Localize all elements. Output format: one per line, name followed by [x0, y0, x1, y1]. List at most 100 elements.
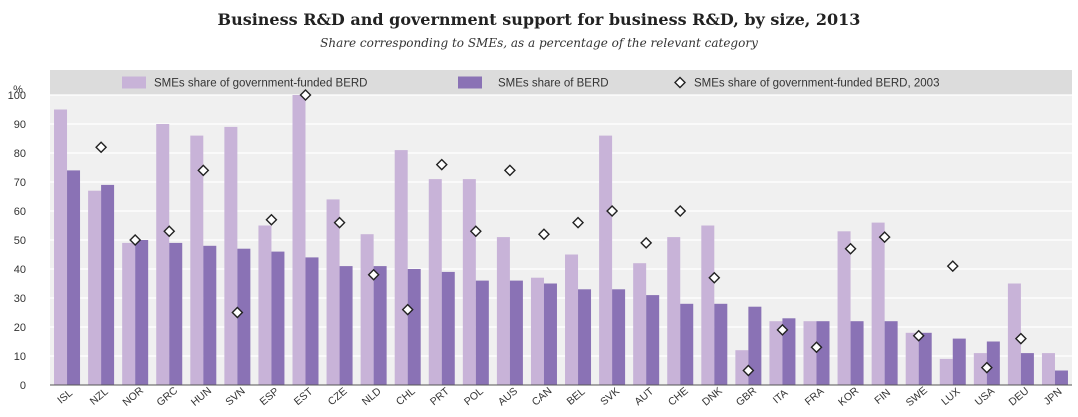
marker-2003-svk	[606, 205, 619, 217]
y-tick-label-100: 100	[8, 90, 26, 102]
bar-berd-swe	[918, 332, 932, 385]
marker-2003-swe	[912, 329, 925, 342]
x-tick-label-fin: FIN	[872, 387, 893, 407]
bar-berd-est	[305, 257, 319, 385]
y-axis-unit-label: %	[13, 84, 23, 96]
marker-2003-fin	[878, 231, 891, 244]
bar-govfunded-fra	[803, 321, 817, 385]
bar-govfunded-cze	[326, 199, 340, 385]
y-tick-label-70: 70	[14, 177, 26, 189]
marker-2003-usa	[980, 361, 993, 374]
bar-govfunded-swe	[905, 332, 919, 385]
y-tick-label-20: 20	[14, 322, 26, 334]
x-tick-label-gbr: GBR	[734, 385, 759, 409]
bar-govfunded-jpn	[1041, 353, 1055, 385]
marker-2003-nld	[367, 268, 380, 281]
x-tick-label-hun: HUN	[189, 385, 214, 409]
bar-berd-prt	[441, 271, 455, 385]
bar-govfunded-hun	[190, 135, 204, 385]
bar-govfunded-ita	[769, 321, 783, 385]
x-tick-label-svn: SVN	[223, 385, 247, 408]
y-tick-label-60: 60	[14, 206, 26, 218]
bar-govfunded-svk	[599, 135, 613, 385]
bar-govfunded-prt	[428, 179, 442, 385]
legend-label-govfunded: SMEs share of government-funded BERD	[154, 78, 368, 90]
bar-berd-deu	[1020, 353, 1034, 385]
marker-2003-dnk	[708, 271, 721, 284]
y-tick-label-0: 0	[20, 380, 26, 392]
bar-govfunded-pol	[462, 179, 476, 385]
bar-govfunded-nld	[360, 234, 374, 385]
bar-govfunded-isl	[54, 109, 68, 385]
y-tick-label-80: 80	[14, 148, 26, 160]
chart-subtitle: Share corresponding to SMEs, as a percen…	[320, 36, 758, 50]
x-tick-label-cze: CZE	[326, 385, 350, 408]
x-tick-label-isl: ISL	[55, 387, 75, 406]
marker-2003-prt	[435, 158, 448, 171]
bar-govfunded-grc	[156, 124, 170, 385]
bar-berd-can	[543, 283, 557, 385]
y-tick-label-30: 30	[14, 293, 26, 305]
x-tick-label-can: CAN	[530, 385, 555, 408]
y-tick-label-50: 50	[14, 235, 26, 247]
bar-berd-chl	[407, 269, 421, 385]
marker-2003-can	[537, 228, 550, 241]
marker-2003-bel	[572, 216, 585, 229]
marker-2003-aus	[503, 164, 516, 177]
marker-2003-deu	[1014, 332, 1027, 345]
bar-berd-svn	[237, 248, 251, 385]
x-tick-label-nzl: NZL	[88, 386, 111, 408]
marker-2003-est	[299, 89, 312, 101]
bar-berd-gbr	[748, 306, 762, 385]
bar-berd-aut	[646, 295, 660, 385]
x-tick-label-grc: GRC	[155, 384, 181, 408]
bar-govfunded-nor	[122, 242, 136, 385]
bar-govfunded-lux	[939, 358, 953, 385]
legend-background	[50, 70, 1072, 95]
bar-govfunded-che	[667, 237, 681, 385]
bar-govfunded-est	[292, 95, 306, 385]
bar-berd-fin	[884, 321, 898, 385]
bar-govfunded-deu	[1007, 283, 1021, 385]
x-tick-label-dnk: DNK	[700, 385, 725, 408]
bar-berd-pol	[475, 280, 489, 385]
marker-2003-nor	[129, 234, 142, 246]
bar-berd-bel	[578, 289, 592, 385]
bar-berd-che	[680, 303, 694, 385]
bar-berd-nor	[135, 240, 149, 385]
x-tick-label-nor: NOR	[120, 384, 146, 408]
bar-berd-fra	[816, 321, 830, 385]
marker-2003-hun	[197, 164, 210, 177]
x-tick-label-jpn: JPN	[1042, 386, 1065, 408]
bar-govfunded-usa	[973, 353, 987, 385]
bar-govfunded-chl	[394, 150, 408, 385]
bar-govfunded-can	[530, 277, 544, 385]
marker-2003-aut	[640, 236, 653, 249]
bar-berd-aus	[509, 280, 523, 385]
marker-2003-cze	[333, 216, 346, 229]
bar-govfunded-svn	[224, 126, 238, 386]
marker-2003-nzl	[95, 141, 108, 154]
x-tick-label-nld: NLD	[360, 385, 384, 408]
y-tick-label-10: 10	[14, 351, 26, 363]
bar-berd-jpn	[1054, 370, 1068, 385]
x-tick-label-fra: FRA	[803, 385, 827, 408]
y-tick-label-90: 90	[14, 119, 26, 131]
legend-swatch-berd	[458, 76, 482, 89]
chart-title: Business R&D and government support for …	[217, 10, 861, 29]
bar-berd-grc	[169, 242, 183, 385]
x-tick-label-bel: BEL	[565, 386, 588, 408]
x-tick-label-aus: AUS	[496, 385, 520, 408]
bar-govfunded-bel	[565, 254, 579, 385]
bar-berd-kor	[850, 321, 864, 385]
marker-2003-kor	[844, 242, 857, 255]
bar-govfunded-nzl	[88, 190, 102, 385]
bar-berd-usa	[986, 341, 1000, 385]
marker-2003-lux	[946, 260, 959, 273]
bar-berd-isl	[67, 170, 81, 385]
x-tick-label-deu: DEU	[1007, 385, 1032, 408]
bar-govfunded-gbr	[735, 350, 749, 385]
x-tick-label-chl: CHL	[394, 385, 418, 408]
bar-berd-cze	[339, 266, 353, 385]
